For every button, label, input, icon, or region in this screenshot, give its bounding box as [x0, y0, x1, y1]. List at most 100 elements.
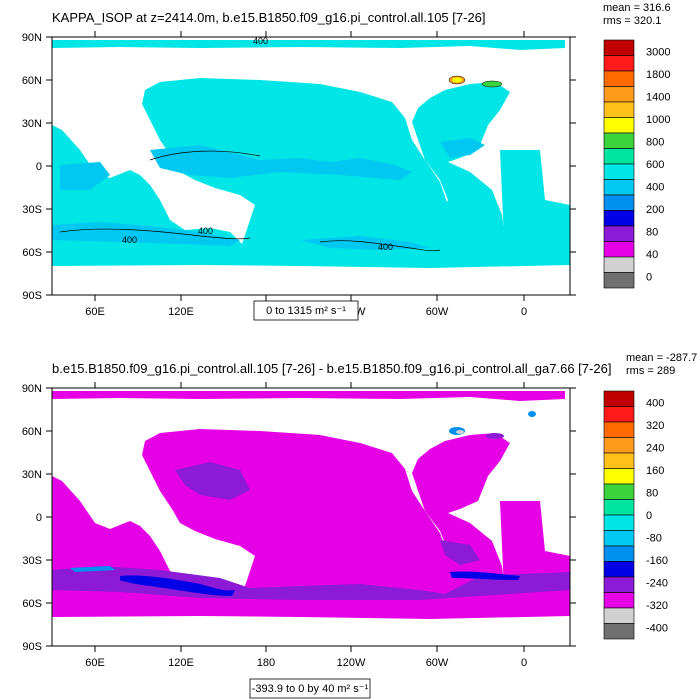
colorbar-label: -320	[646, 600, 668, 612]
colorbar-label: 400	[646, 397, 664, 409]
colorbar-swatch	[603, 179, 635, 196]
panel-2-hotspot-far-east	[528, 411, 536, 417]
panel-1-zone-west-pacific	[150, 145, 412, 180]
panel-2-title: b.e15.B1850.f09_g16.pi_control.all.105 […	[52, 361, 611, 376]
y-tick-label: 90N	[22, 32, 42, 44]
panel-1: KAPPA_ISOP at z=2414.0m, b.e15.B1850.f09…	[22, 2, 671, 321]
panel-1-contour-400-c	[149, 150, 261, 161]
colorbar-swatch	[603, 545, 635, 562]
panel-1-ocean-atlantic	[412, 82, 510, 260]
colorbar-label: 80	[646, 487, 658, 499]
colorbar-swatch	[603, 421, 635, 438]
colorbar-swatch	[603, 483, 635, 500]
colorbar-label: 200	[646, 204, 664, 216]
y-tick-label: 30S	[22, 204, 42, 216]
panel-2-band-acc	[52, 566, 570, 600]
colorbar-label: 400	[646, 182, 664, 194]
panel-1-contour-label: 400	[122, 235, 137, 245]
panel-2-ocean-atlantic	[412, 433, 510, 611]
colorbar-swatch	[603, 210, 635, 227]
colorbar-swatch	[603, 437, 635, 454]
y-tick-label: 90S	[22, 290, 42, 302]
colorbar-label: -240	[646, 578, 668, 590]
colorbar-swatch	[603, 390, 635, 407]
panel-1-range-box	[253, 300, 359, 321]
colorbar-swatch	[603, 514, 635, 531]
colorbar-swatch	[603, 468, 635, 485]
panel-2-range-box	[249, 678, 371, 699]
colorbar-swatch	[603, 39, 635, 56]
panel-2-mean: mean = -287.7	[626, 352, 697, 364]
panel-2-hotspot-ring	[456, 430, 464, 434]
colorbar-swatch	[603, 607, 635, 624]
panel-2: b.e15.B1850.f09_g16.pi_control.all.105 […	[22, 352, 697, 699]
panel-2-colorbar: 400 320 240 160 80 0 -80 -160 -240 -320 -400	[603, 390, 668, 640]
colorbar-label: 600	[646, 159, 664, 171]
panel-2-band-deep	[120, 575, 235, 596]
panel-1-hotspot-ring	[452, 77, 462, 83]
panel-1-ocean-arctic	[52, 40, 565, 50]
colorbar-label: -400	[646, 623, 668, 635]
y-tick-label: 90S	[22, 641, 42, 653]
panel-2-map	[51, 387, 571, 647]
colorbar-swatch	[603, 561, 635, 578]
colorbar-swatch	[603, 576, 635, 593]
panel-1-zone-atlantic	[440, 138, 485, 158]
colorbar-swatch	[603, 194, 635, 211]
colorbar-swatch	[603, 256, 635, 273]
y-tick-label: 0	[36, 161, 42, 173]
colorbar-swatch	[603, 592, 635, 609]
colorbar-label: -80	[646, 533, 662, 545]
y-tick-label: 60S	[22, 598, 42, 610]
x-tick-label: 180	[257, 657, 275, 669]
colorbar-label: 800	[646, 136, 664, 148]
colorbar-label: 80	[646, 227, 658, 239]
x-tick-label: 0	[521, 657, 527, 669]
colorbar-label: 3000	[646, 46, 670, 58]
panel-2-ticks: 60E 120E 180 120W 60W 0 90N 60N 30N 0 30S 60S 90S	[22, 382, 576, 669]
colorbar-label: 0	[646, 510, 652, 522]
panel-1-hotspot-east	[481, 80, 503, 88]
colorbar-label: 1000	[646, 114, 670, 126]
y-tick-label: 60N	[22, 426, 42, 438]
colorbar-swatch	[603, 163, 635, 180]
colorbar-swatch	[603, 148, 635, 165]
y-tick-label: 60S	[22, 247, 42, 259]
x-tick-label: 120E	[168, 306, 194, 318]
colorbar-swatch	[603, 452, 635, 469]
y-tick-label: 30N	[22, 469, 42, 481]
x-tick-label: 60E	[85, 306, 105, 318]
panel-1-mean: mean = 316.6	[603, 2, 671, 14]
colorbar-label: 320	[646, 420, 664, 432]
x-tick-label: 0	[521, 306, 527, 318]
colorbar-swatch	[603, 101, 635, 118]
colorbar-swatch	[603, 132, 635, 149]
panel-2-ocean-arctic	[52, 391, 565, 401]
panel-2-band-west-pacific	[175, 462, 250, 500]
x-tick-label: 60W	[426, 657, 449, 669]
colorbar-swatch	[603, 499, 635, 516]
y-tick-label: 30N	[22, 118, 42, 130]
colorbar-label: 160	[646, 465, 664, 477]
panel-1-contour-label: 400	[253, 36, 268, 46]
panel-2-band-mid-atlantic	[440, 540, 480, 565]
colorbar-swatch	[603, 70, 635, 87]
panel-2-hotspot-east	[486, 433, 504, 439]
colorbar-swatch	[603, 86, 635, 103]
colorbar-swatch	[603, 530, 635, 547]
panel-2-ocean-southern	[52, 595, 570, 619]
colorbar-swatch	[603, 241, 635, 258]
panel-1-range-text: 0 to 1315 m² s⁻¹	[266, 305, 346, 317]
x-tick-label: 120W	[337, 657, 366, 669]
panel-2-range-text: -393.9 to 0 by 40 m² s⁻¹	[252, 683, 369, 695]
colorbar-label: 40	[646, 249, 658, 261]
panel-1-ocean-southern	[52, 244, 570, 268]
colorbar-swatch	[603, 117, 635, 134]
y-tick-label: 30S	[22, 555, 42, 567]
colorbar-label: 0	[646, 272, 652, 284]
panel-1-title: KAPPA_ISOP at z=2414.0m, b.e15.B1850.f09…	[52, 10, 486, 25]
panel-1-zone-bay-of-bengal	[60, 162, 110, 190]
colorbar-swatch	[603, 272, 635, 289]
